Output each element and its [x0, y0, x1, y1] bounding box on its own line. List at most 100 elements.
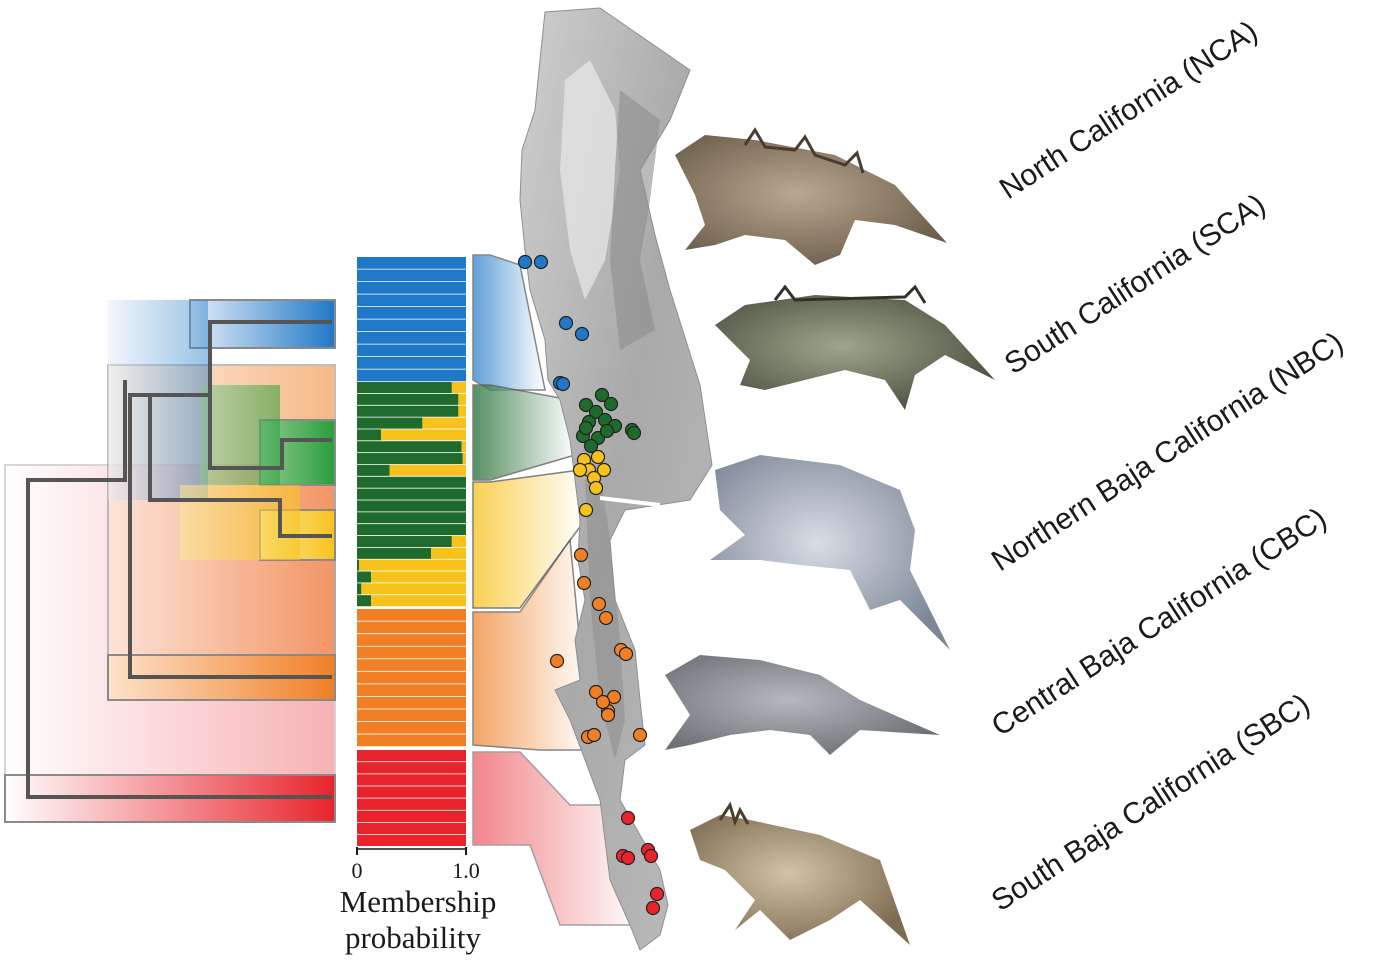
membership-bar-sbc — [357, 774, 466, 787]
sample-point-nbc — [572, 462, 588, 478]
lizard-nca — [675, 127, 947, 265]
lizard-sca — [715, 284, 995, 410]
sample-point-sca — [603, 396, 619, 412]
membership-bar-nca — [357, 307, 466, 320]
membership-bar-sca-nbc — [357, 476, 466, 489]
membership-bar-cbc — [357, 634, 466, 647]
membership-bar-sca-nbc — [357, 453, 463, 465]
membership-bar-cbc — [357, 696, 466, 710]
membership-bar-nca — [357, 294, 466, 307]
central-valley — [560, 60, 620, 300]
membership-bar-cbc — [357, 734, 466, 747]
lizard-body — [665, 655, 940, 755]
sample-point-cbc — [576, 575, 592, 591]
membership-bar-sca-nbc — [357, 571, 372, 584]
membership-bar-sca-nbc — [357, 512, 466, 525]
axis-title-line2: probability — [345, 920, 482, 955]
membership-bar-sca-nbc — [357, 405, 459, 418]
sample-point-nbc — [596, 462, 612, 478]
membership-bar-sca-nbc-admix — [458, 405, 466, 418]
sample-point-nbc — [578, 502, 594, 518]
membership-bar-cbc — [357, 709, 466, 722]
membership-bar-sca-nbc — [357, 382, 452, 394]
membership-bar-cbc — [357, 671, 466, 685]
sample-point-nca — [517, 254, 533, 270]
membership-bar-sbc — [357, 834, 466, 847]
membership-bar-sca-nbc — [357, 583, 362, 596]
membership-bar-sca-nbc — [357, 547, 432, 560]
membership-bar-sca-nbc-admix — [389, 464, 466, 477]
lizard-body — [715, 295, 995, 410]
sample-point-sbc — [645, 900, 661, 916]
gulf-shore — [599, 496, 661, 507]
membership-barplot: 0 1.0 Membership probability — [340, 254, 496, 955]
sample-point-sbc — [620, 810, 636, 826]
relief-map — [519, 7, 713, 951]
sample-point-nbc — [588, 480, 604, 496]
sample-point-nca — [555, 376, 571, 392]
membership-bar-sca-nbc-admix — [461, 441, 466, 454]
membership-bar-sca-nbc — [357, 524, 466, 536]
membership-bar-sbc — [357, 798, 466, 811]
membership-bar-sca-nbc-admix — [451, 535, 466, 548]
axis-max-label: 1.0 — [452, 858, 480, 883]
clade-labels: North California (NCA) South California … — [986, 15, 1349, 918]
membership-bar-sca-nbc-admix — [462, 453, 466, 465]
membership-bar-sca-nbc-admix — [458, 393, 466, 406]
membership-bar-sbc — [357, 786, 466, 799]
membership-bar-sca-nbc-admix — [380, 429, 466, 442]
membership-bar-sca-nbc — [357, 429, 381, 442]
lizard-spines — [718, 801, 750, 827]
sample-point-sca — [588, 404, 604, 420]
membership-bar-sca-nbc — [357, 500, 466, 513]
sample-point-nca — [533, 254, 549, 270]
membership-bar-cbc — [357, 721, 466, 735]
membership-bar-nca — [357, 282, 466, 295]
clade-label-nca: North California (NCA) — [994, 15, 1264, 206]
lizard-body — [710, 455, 950, 650]
membership-bar-cbc — [357, 646, 466, 660]
sample-point-nbc — [590, 449, 606, 465]
membership-bars — [357, 257, 466, 848]
sample-point-nca — [558, 315, 574, 331]
membership-bar-sca-nbc — [357, 464, 390, 477]
membership-bar-cbc — [357, 684, 466, 697]
membership-bar-sca-nbc-admix — [422, 417, 466, 430]
lizard-sbc — [690, 801, 910, 945]
membership-bar-sca-nbc-admix — [371, 595, 466, 607]
tree-branch — [26, 380, 332, 799]
sample-point-cbc — [591, 596, 607, 612]
axis-min-label: 0 — [352, 858, 363, 883]
membership-bar-sca-nbc — [357, 417, 423, 430]
membership-bar-nca — [357, 269, 466, 282]
sample-points — [517, 254, 665, 916]
membership-bar-nca — [357, 369, 466, 382]
membership-bar-nca — [357, 257, 466, 270]
sample-point-cbc — [549, 653, 565, 669]
membership-bar-sbc — [357, 762, 466, 775]
tree-branch — [208, 395, 332, 470]
sample-point-nca — [574, 326, 590, 342]
phylogeny — [4, 299, 336, 823]
lizard-cbc — [665, 655, 940, 755]
membership-bar-nca — [357, 332, 466, 345]
sample-point-cbc — [632, 727, 648, 743]
membership-bar-sca-nbc — [357, 559, 360, 572]
lizard-nbc — [710, 455, 950, 650]
sample-point-sca — [594, 387, 610, 403]
sample-point-cbc — [588, 684, 604, 700]
membership-bar-sca-nbc-admix — [371, 571, 466, 584]
membership-bar-cbc — [357, 659, 466, 672]
lizard-body — [690, 815, 910, 945]
california-baja-landmass — [519, 7, 713, 951]
tree-branch — [148, 395, 332, 538]
sample-point-cbc — [618, 646, 634, 662]
sample-point-cbc — [598, 610, 614, 626]
sample-point-sca — [583, 438, 599, 454]
membership-bar-sca-nbc-admix — [361, 583, 466, 596]
sample-point-sca — [578, 420, 594, 436]
sample-point-cbc — [573, 547, 589, 563]
tree-lines — [26, 320, 332, 799]
tree-branch — [128, 320, 332, 679]
